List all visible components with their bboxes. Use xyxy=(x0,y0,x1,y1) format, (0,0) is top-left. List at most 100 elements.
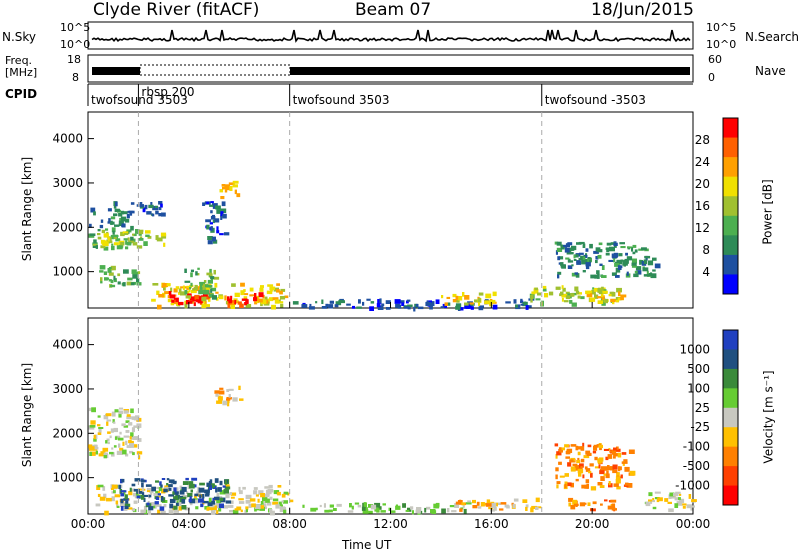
heatmap-cell xyxy=(116,245,123,250)
heatmap-cell xyxy=(446,296,451,299)
heatmap-cell xyxy=(573,254,576,259)
heatmap-cell xyxy=(600,476,605,481)
heatmap-cell xyxy=(490,502,497,508)
heatmap-cell xyxy=(558,447,562,451)
freq-tick-high: 18 xyxy=(67,53,81,66)
freq-unit: [MHz] xyxy=(5,66,38,79)
heatmap-cell xyxy=(249,287,254,292)
heatmap-cell xyxy=(95,450,98,455)
heatmap-cell xyxy=(429,304,433,310)
heatmap-cell xyxy=(204,489,210,494)
heatmap-cell xyxy=(573,503,579,506)
nsearch-tick-high: 10^5 xyxy=(706,21,737,34)
freq-label: Freq. xyxy=(5,54,33,67)
heatmap-cell xyxy=(229,492,232,495)
heatmap-cell xyxy=(558,461,562,465)
heatmap-cell xyxy=(161,478,166,480)
heatmap-cell xyxy=(600,294,604,298)
y-tick-label: 1000 xyxy=(52,265,83,279)
heatmap-cell xyxy=(100,451,106,455)
heatmap-cell xyxy=(272,498,279,502)
colorbar-tick-label: -1000 xyxy=(675,479,710,493)
heatmap-cell xyxy=(186,491,189,494)
heatmap-cell xyxy=(249,498,256,502)
heatmap-cell xyxy=(308,306,315,310)
heatmap-cell xyxy=(122,211,128,215)
heatmap-cell xyxy=(603,448,610,451)
heatmap-cell xyxy=(89,425,96,428)
heatmap-cell xyxy=(668,508,674,513)
heatmap-cell xyxy=(105,440,108,444)
heatmap-cell xyxy=(268,484,273,489)
heatmap-cell xyxy=(113,205,117,209)
heatmap-cell xyxy=(562,244,567,248)
heatmap-cell xyxy=(370,504,377,510)
heatmap-cell xyxy=(113,421,116,424)
heatmap-cell xyxy=(554,241,559,245)
heatmap-cell xyxy=(210,276,215,280)
heatmap-cell xyxy=(97,424,101,427)
heatmap-cell xyxy=(217,395,221,400)
heatmap-cell xyxy=(583,502,587,505)
heatmap-cell xyxy=(203,300,207,306)
heatmap-cell xyxy=(382,503,386,506)
heatmap-cell xyxy=(555,286,561,290)
heatmap-cell xyxy=(415,509,421,514)
heatmap-cell xyxy=(168,494,174,497)
cpid-segment-label: twofsound 3503 xyxy=(91,93,188,107)
heatmap-cell xyxy=(120,478,123,484)
heatmap-cell xyxy=(156,290,160,295)
heatmap-cell xyxy=(213,269,216,275)
colorbar-tick-label: -100 xyxy=(683,440,710,454)
heatmap-cell xyxy=(193,302,196,307)
heatmap-cell xyxy=(192,299,198,302)
heatmap-cell xyxy=(454,503,460,508)
heatmap-cell xyxy=(121,423,126,427)
heatmap-cell xyxy=(97,484,104,488)
heatmap-cell xyxy=(614,263,620,267)
heatmap-cell xyxy=(535,497,540,503)
heatmap-cell xyxy=(108,267,112,270)
heatmap-cell xyxy=(230,492,237,496)
heatmap-cell xyxy=(186,293,192,297)
heatmap-cell xyxy=(648,499,653,502)
heatmap-cell xyxy=(102,447,109,452)
heatmap-cell xyxy=(109,451,114,455)
heatmap-cell xyxy=(215,503,220,507)
heatmap-cell xyxy=(126,507,133,510)
heatmap-cell xyxy=(216,510,219,514)
heatmap-cell xyxy=(209,504,215,508)
heatmap-cell xyxy=(284,295,289,299)
heatmap-cell xyxy=(569,252,574,255)
colorbar-tick-label: 28 xyxy=(695,133,710,147)
heatmap-cell xyxy=(159,506,165,511)
heatmap-cell xyxy=(197,301,203,304)
heatmap-cell xyxy=(90,207,96,213)
heatmap-cell xyxy=(107,240,113,244)
heatmap-cell xyxy=(601,302,606,306)
heatmap-cell xyxy=(556,247,563,252)
heatmap-cell xyxy=(160,510,166,514)
heatmap-cell xyxy=(628,449,635,454)
nsky-tick-high: 10^5 xyxy=(60,21,91,34)
heatmap-cell xyxy=(136,204,139,207)
heatmap-cell xyxy=(302,504,305,508)
heatmap-cell xyxy=(126,281,132,286)
heatmap-cell xyxy=(488,507,493,510)
heatmap-cell xyxy=(576,460,581,464)
heatmap-cell xyxy=(604,298,608,304)
heatmap-cell xyxy=(117,273,121,277)
heatmap-cell xyxy=(260,299,267,305)
heatmap-cell xyxy=(578,241,585,244)
heatmap-cell xyxy=(110,428,114,433)
heatmap-cell xyxy=(125,420,130,423)
heatmap-cell xyxy=(565,451,570,455)
heatmap-cell xyxy=(120,231,125,237)
heatmap-cell xyxy=(110,279,114,284)
heatmap-cell xyxy=(232,509,239,514)
heatmap-cell xyxy=(203,289,210,295)
heatmap-cell xyxy=(148,204,154,209)
heatmap-cell xyxy=(610,298,616,303)
heatmap-cell xyxy=(179,485,183,490)
